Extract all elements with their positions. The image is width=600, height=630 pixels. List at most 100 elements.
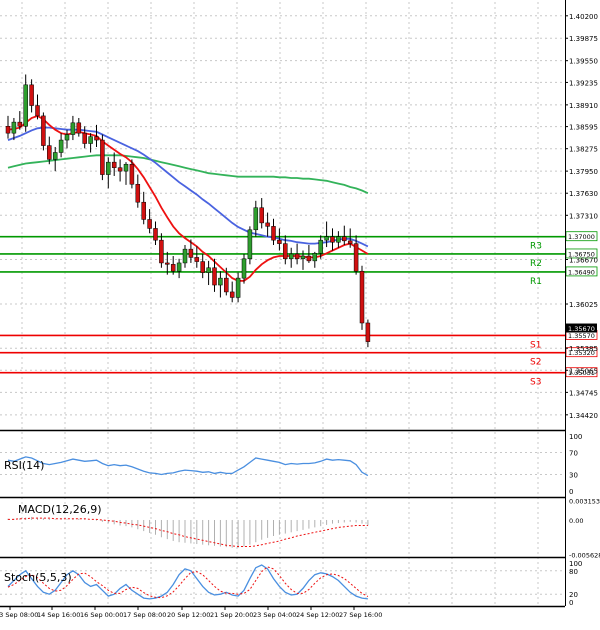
price-tick-label: 1.34420 xyxy=(569,412,598,420)
stoch-tick-label: 80 xyxy=(569,568,578,576)
price-tick-label: 1.39550 xyxy=(569,58,598,66)
candle-down xyxy=(41,115,46,146)
candle-up xyxy=(123,163,129,172)
candle-down xyxy=(94,136,99,141)
candle-up xyxy=(70,122,76,135)
candle-down xyxy=(147,219,152,229)
level-name-s1: S1 xyxy=(530,340,541,350)
candle-down xyxy=(141,201,146,220)
level-name-r2: R2 xyxy=(530,259,542,269)
macd-label: MACD(12,26,9) xyxy=(18,503,102,516)
price-tick-label: 1.38595 xyxy=(569,124,598,132)
candle-up xyxy=(52,152,58,160)
stoch-label: Stoch(5,5,3) xyxy=(4,571,72,584)
candle-down xyxy=(342,236,347,242)
candle-up xyxy=(300,255,306,260)
candle-up xyxy=(247,229,253,260)
stoch-tick-label: 20 xyxy=(569,591,578,599)
candle-down xyxy=(194,257,200,262)
candle-up xyxy=(241,258,247,279)
candle-down xyxy=(29,84,34,106)
candle-down xyxy=(353,243,359,272)
candle-up xyxy=(176,262,182,272)
candle-up xyxy=(206,267,211,273)
candle-up xyxy=(106,161,111,175)
stoch-d-line xyxy=(7,566,369,599)
stoch-k-line xyxy=(7,564,368,600)
candle-down xyxy=(76,122,82,134)
current-price-box xyxy=(566,323,597,333)
rsi-tick-label: 30 xyxy=(569,472,578,480)
ma-green-line xyxy=(7,154,369,195)
candle-up xyxy=(182,248,188,264)
candle-down xyxy=(5,126,11,134)
x-tick-label: 24 Sep 12:00 xyxy=(296,611,339,619)
candle-down xyxy=(283,243,288,260)
candle-down xyxy=(153,228,158,241)
rsi-tick-label: 70 xyxy=(569,450,578,458)
macd-signal-line xyxy=(8,517,368,547)
candle-down xyxy=(159,239,164,264)
level-price-label: 1.36750 xyxy=(568,250,595,258)
candle-down xyxy=(188,248,194,258)
stoch-tick-label: 0 xyxy=(569,599,573,607)
macd-tick-label: 0.00 xyxy=(569,517,583,525)
candle-down xyxy=(347,240,353,244)
candle-down xyxy=(170,264,176,272)
candle-up xyxy=(253,207,259,231)
candle-up xyxy=(318,239,323,254)
x-tick-label: 17 Sep 08:00 xyxy=(123,611,166,619)
candle-up xyxy=(88,136,93,144)
x-tick-label: 14 Sep 16:00 xyxy=(37,611,80,619)
candle-down xyxy=(330,236,335,243)
candle-up xyxy=(235,277,241,298)
rsi-label: RSI(14) xyxy=(4,459,44,472)
candle-down xyxy=(135,183,141,203)
price-tick-label: 1.37630 xyxy=(569,190,598,198)
candle-down xyxy=(129,163,135,185)
x-tick-label: 13 Sep 08:00 xyxy=(0,611,38,619)
candle-down xyxy=(117,167,123,172)
candle-up xyxy=(58,139,64,153)
candle-down xyxy=(229,291,235,298)
price-tick-label: 1.37310 xyxy=(569,212,598,220)
x-tick-label: 27 Sep 16:00 xyxy=(339,611,382,619)
price-tick-label: 1.36670 xyxy=(569,256,598,264)
candle-down xyxy=(365,322,371,342)
candle-down xyxy=(200,261,205,273)
current-price-label: 1.35670 xyxy=(568,325,595,333)
candle-down xyxy=(165,262,170,265)
candle-up xyxy=(312,253,318,262)
level-price-label: 1.35320 xyxy=(568,349,595,357)
candle-down xyxy=(100,139,105,175)
candle-down xyxy=(277,239,282,244)
level-price-label: 1.37000 xyxy=(568,233,595,241)
candle-down xyxy=(212,267,217,286)
candle-down xyxy=(35,105,40,117)
price-tick-label: 1.38275 xyxy=(569,146,598,154)
x-tick-label: 21 Sep 20:00 xyxy=(210,611,253,619)
level-price-label: 1.36490 xyxy=(568,268,595,276)
level-price-label: 1.35570 xyxy=(568,332,595,340)
candle-down xyxy=(271,226,276,241)
x-tick-label: 16 Sep 00:00 xyxy=(80,611,123,619)
x-tick-label: 20 Sep 12:00 xyxy=(167,611,210,619)
price-tick-label: 1.36025 xyxy=(569,301,598,309)
macd-tick-label: -0.005628 xyxy=(569,552,600,560)
candle-down xyxy=(82,132,87,144)
rsi-line xyxy=(7,456,369,477)
candle-up xyxy=(11,121,17,134)
candle-down xyxy=(294,253,300,260)
stoch-tick-label: 100 xyxy=(569,560,582,568)
rsi-tick-label: 0 xyxy=(569,488,573,496)
level-name-r3: R3 xyxy=(530,242,542,252)
candle-up xyxy=(218,277,223,286)
ma-blue-line xyxy=(7,126,369,248)
price-tick-label: 1.40200 xyxy=(569,13,598,21)
candle-down xyxy=(265,222,270,227)
candle-down xyxy=(224,277,229,293)
candle-up xyxy=(288,253,294,260)
candle-down xyxy=(259,207,264,224)
